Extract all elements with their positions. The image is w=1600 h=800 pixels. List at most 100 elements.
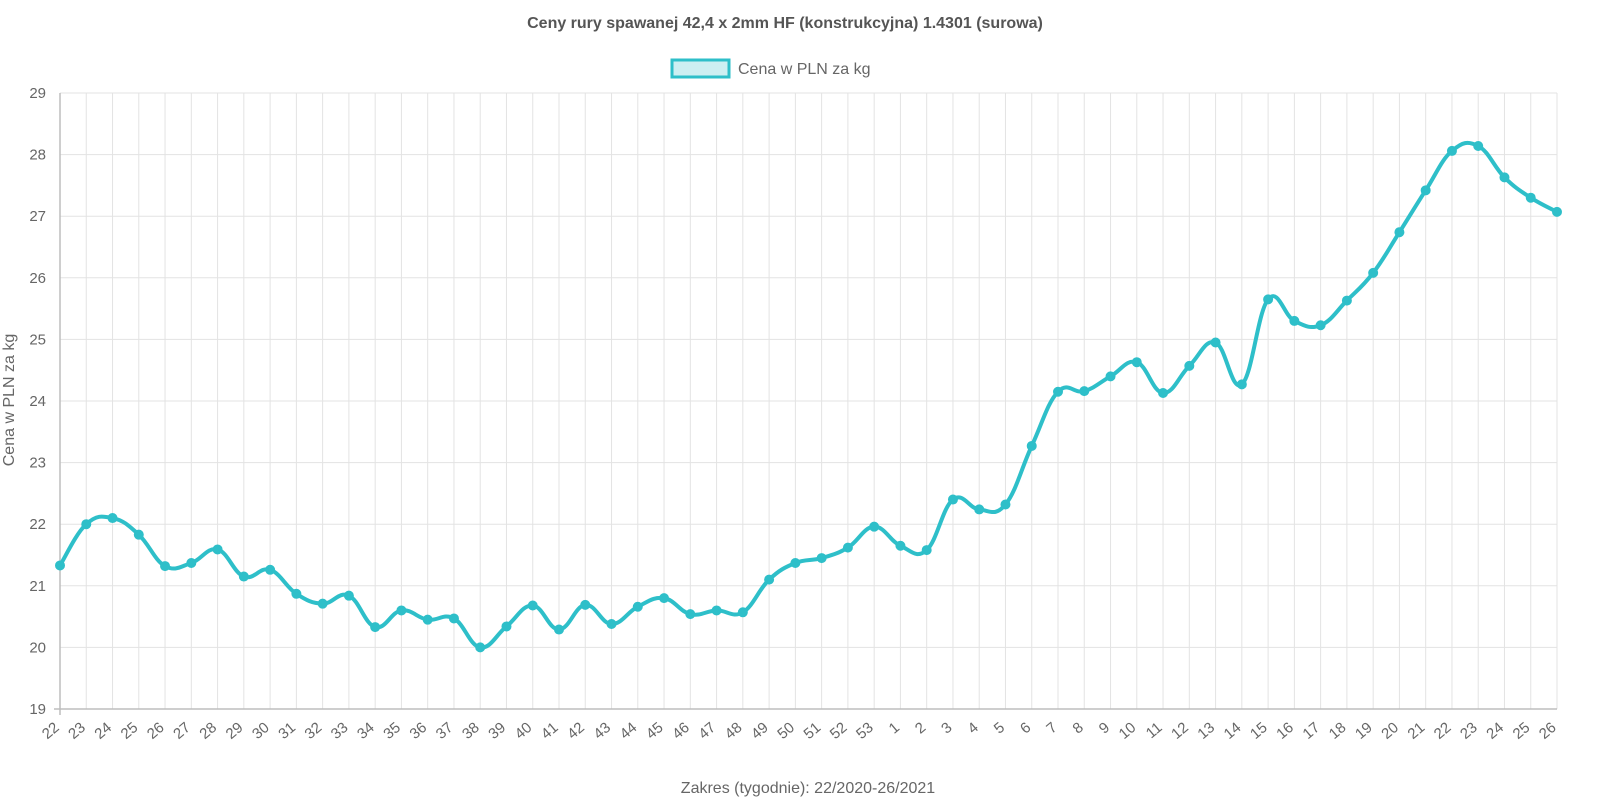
data-point[interactable] [160, 561, 171, 572]
y-tick-label: 27 [29, 208, 46, 225]
data-point[interactable] [764, 574, 775, 585]
x-tick-label: 6 [1017, 719, 1034, 737]
x-tick-label: 41 [538, 719, 562, 743]
data-point[interactable] [422, 614, 433, 625]
data-point[interactable] [1368, 267, 1379, 278]
x-tick-label: 33 [328, 719, 352, 743]
x-tick-label: 44 [617, 719, 641, 743]
x-tick-label: 29 [223, 719, 247, 743]
x-tick-label: 24 [91, 719, 115, 743]
x-tick-label: 18 [1326, 719, 1350, 743]
data-point[interactable] [659, 593, 670, 604]
x-tick-label: 25 [118, 719, 142, 743]
x-tick-label: 46 [669, 719, 693, 743]
x-axis-ticks: 22 23 24 25 26 27 28 29 30 31 32 33 34 35 36 37 38 39 40 41… [39, 719, 1560, 743]
data-point[interactable] [1525, 192, 1536, 203]
data-point[interactable] [1315, 320, 1326, 331]
y-tick-label: 28 [29, 147, 46, 164]
x-axis-title: Zakres (tygodnie): 22/2020-26/2021 [681, 780, 935, 797]
x-tick-label: 9 [1096, 719, 1113, 737]
data-point[interactable] [1420, 185, 1431, 196]
x-tick-label: 50 [774, 719, 798, 743]
data-points[interactable] [55, 140, 1562, 653]
data-point[interactable] [1210, 337, 1221, 348]
data-point[interactable] [947, 494, 958, 505]
x-tick-label: 48 [722, 719, 746, 743]
data-point[interactable] [107, 513, 118, 524]
data-point[interactable] [974, 504, 985, 515]
axes [54, 93, 1557, 715]
data-point[interactable] [816, 553, 827, 564]
data-point[interactable] [842, 542, 853, 553]
data-point[interactable] [1552, 206, 1562, 217]
data-point[interactable] [238, 571, 249, 582]
data-point[interactable] [1499, 172, 1510, 183]
data-point[interactable] [1053, 386, 1063, 397]
x-tick-label: 25 [1510, 719, 1534, 743]
data-point[interactable] [370, 622, 381, 633]
data-point[interactable] [1158, 387, 1169, 398]
y-tick-label: 23 [29, 455, 46, 472]
data-point[interactable] [527, 600, 538, 611]
data-point[interactable] [632, 601, 643, 612]
data-point[interactable] [55, 560, 65, 571]
data-point[interactable] [1473, 140, 1484, 151]
data-point[interactable] [1000, 499, 1011, 510]
data-point[interactable] [448, 613, 459, 624]
data-point[interactable] [1263, 294, 1274, 305]
data-point[interactable] [186, 558, 197, 569]
data-point[interactable] [580, 599, 591, 610]
data-point[interactable] [212, 544, 223, 555]
data-point[interactable] [895, 540, 906, 551]
x-tick-label: 42 [564, 719, 588, 743]
data-point[interactable] [1105, 371, 1116, 382]
data-point[interactable] [81, 519, 92, 530]
data-point[interactable] [869, 521, 880, 532]
y-tick-label: 24 [29, 393, 46, 410]
data-point[interactable] [133, 529, 144, 540]
data-point[interactable] [291, 588, 302, 599]
grid-lines [59, 92, 1558, 710]
data-point[interactable] [396, 605, 407, 616]
chart-title: Ceny rury spawanej 42,4 x 2mm HF (konstr… [527, 15, 1043, 32]
x-tick-label: 17 [1299, 719, 1323, 743]
x-tick-label: 15 [1247, 719, 1271, 743]
x-tick-label: 19 [1352, 719, 1376, 743]
data-point[interactable] [711, 605, 722, 616]
legend[interactable]: Cena w PLN za kg [670, 58, 871, 79]
x-tick-label: 38 [459, 719, 483, 743]
legend-swatch [670, 58, 731, 79]
data-point[interactable] [1026, 440, 1037, 451]
x-tick-label: 27 [170, 719, 194, 743]
data-point[interactable] [606, 618, 617, 629]
data-point[interactable] [1236, 379, 1247, 390]
data-point[interactable] [1184, 360, 1195, 371]
data-point[interactable] [737, 607, 748, 618]
legend-label: Cena w PLN za kg [738, 61, 871, 78]
data-point[interactable] [1289, 315, 1300, 326]
data-point[interactable] [921, 545, 932, 556]
x-tick-label: 12 [1168, 719, 1192, 743]
y-axis-title: Cena w PLN za kg [1, 334, 18, 467]
data-point[interactable] [475, 642, 486, 653]
y-tick-label: 20 [29, 639, 46, 656]
x-tick-label: 20 [1378, 719, 1402, 743]
data-point[interactable] [317, 598, 328, 609]
data-point[interactable] [554, 624, 564, 635]
x-tick-label: 35 [380, 719, 404, 743]
data-point[interactable] [501, 621, 512, 632]
data-point[interactable] [343, 590, 354, 601]
data-point[interactable] [265, 564, 276, 575]
x-tick-label: 22 [39, 719, 63, 743]
x-tick-label: 26 [1536, 719, 1560, 743]
x-tick-label: 51 [800, 719, 824, 743]
data-point[interactable] [1079, 386, 1090, 397]
data-point[interactable] [1394, 227, 1405, 238]
data-point[interactable] [1446, 145, 1457, 156]
data-point[interactable] [1341, 295, 1352, 306]
y-axis-ticks: 19 20 21 22 23 24 25 26 27 28 29 [29, 85, 46, 718]
data-point[interactable] [1131, 357, 1142, 368]
data-point[interactable] [685, 609, 696, 620]
data-point[interactable] [790, 558, 801, 569]
x-tick-label: 2 [912, 719, 929, 737]
